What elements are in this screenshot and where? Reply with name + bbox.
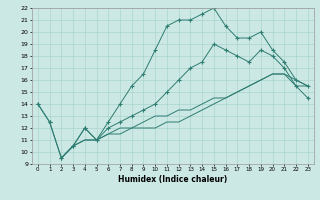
X-axis label: Humidex (Indice chaleur): Humidex (Indice chaleur) [118,175,228,184]
